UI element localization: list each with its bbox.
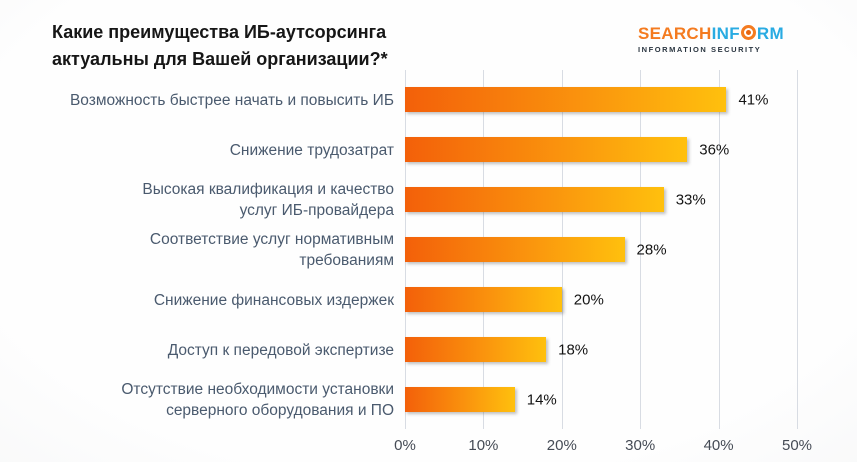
logo-eye-icon: [740, 25, 756, 40]
chart-title-line1: Какие преимущества ИБ-аутсорсинга: [52, 22, 387, 42]
x-tick-label: 20%: [546, 437, 577, 454]
bar-track: 14%: [405, 375, 857, 425]
logo-word-rm: RM: [756, 24, 784, 43]
chart-row: Возможность быстрее начать и повысить ИБ…: [0, 75, 857, 125]
value-label: 20%: [573, 291, 604, 309]
value-label: 36%: [699, 141, 730, 159]
gridline: [640, 70, 642, 429]
chart-row: Снижение финансовых издержек 20%: [0, 275, 857, 325]
bar: [405, 87, 727, 112]
logo-wordmark: SEARCHINF RM: [638, 25, 784, 42]
bar: [405, 387, 515, 412]
category-label: Соответствие услуг нормативным требовани…: [149, 231, 394, 269]
searchinform-logo: SEARCHINF RM INFORMATION SECURITY: [638, 25, 784, 54]
chart-row: Высокая квалификация и качество услуг ИБ…: [0, 175, 857, 225]
x-tick-label: 0%: [394, 437, 416, 454]
chart-title-line2: актуальны для Вашей организации?*: [52, 49, 388, 69]
bar-track: 28%: [405, 225, 857, 275]
x-tick-label: 30%: [625, 437, 656, 454]
bar: [405, 137, 688, 162]
value-label: 41%: [738, 91, 769, 109]
x-tick-label: 10%: [468, 437, 499, 454]
gridline: [718, 70, 720, 429]
category-label: Доступ к передовой экспертизе: [167, 341, 394, 359]
bar-track: 20%: [405, 275, 857, 325]
value-label: 28%: [636, 241, 667, 259]
x-axis: 0% 10% 20% 30% 40% 50%: [394, 437, 812, 457]
bar: [405, 187, 664, 212]
value-label: 14%: [526, 391, 557, 409]
category-label: Возможность быстрее начать и повысить ИБ: [69, 91, 394, 109]
bar: [405, 337, 547, 362]
category-label: Отсутствие необходимости установки серве…: [121, 381, 394, 419]
x-tick-label: 40%: [703, 437, 734, 454]
logo-word-inf: INF: [711, 24, 740, 43]
bar-track: 33%: [405, 175, 857, 225]
bar: [405, 237, 625, 262]
value-label: 33%: [675, 191, 706, 209]
category-label: Высокая квалификация и качество услуг ИБ…: [142, 181, 394, 219]
bar: [405, 287, 562, 312]
chart-row: Соответствие услуг нормативным требовани…: [0, 225, 857, 275]
chart-row: Доступ к передовой экспертизе 18%: [0, 325, 857, 375]
gridline: [797, 70, 798, 429]
chart-title: Какие преимущества ИБ-аутсорсинга актуал…: [52, 19, 388, 73]
chart-row: Отсутствие необходимости установки серве…: [0, 375, 857, 425]
category-label: Снижение трудозатрат: [229, 141, 394, 159]
bar-track: 18%: [405, 325, 857, 375]
logo-word-search: SEARCH: [638, 24, 712, 43]
chart-row: Снижение трудозатрат 36%: [0, 125, 857, 175]
logo-subtitle: INFORMATION SECURITY: [638, 45, 762, 54]
bar-track: 36%: [405, 125, 857, 175]
value-label: 18%: [558, 341, 589, 359]
bar-chart: Возможность быстрее начать и повысить ИБ…: [0, 75, 857, 425]
bar-track: 41%: [405, 75, 857, 125]
category-label: Снижение финансовых издержек: [153, 291, 394, 309]
x-tick-label: 50%: [781, 437, 813, 454]
